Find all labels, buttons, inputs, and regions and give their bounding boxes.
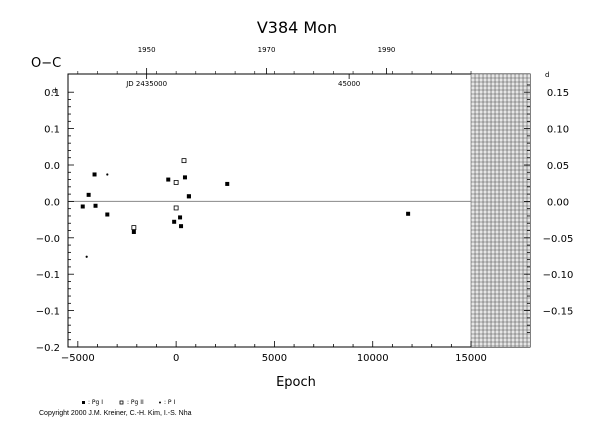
data-point-pg1	[225, 181, 230, 186]
data-point-p1	[85, 255, 88, 258]
y-left-tick-label: −0.1	[36, 270, 60, 281]
x-tick-label: 5000	[262, 353, 287, 364]
hatch-background	[471, 74, 530, 347]
top-year-label: 1990	[378, 46, 396, 54]
data-point-pg2	[131, 225, 137, 231]
x-tick-label: 15000	[455, 353, 487, 364]
data-point-pg1	[92, 172, 97, 177]
data-point-pg2	[181, 158, 187, 164]
y-right-tick-label: −0.10	[543, 270, 574, 281]
data-point-pg1	[186, 194, 191, 199]
data-point-pg1	[80, 204, 85, 209]
legend-label-pg1: : Pg I	[88, 399, 103, 406]
top-year-label: 1970	[258, 46, 276, 54]
top-year-label: 1950	[138, 46, 156, 54]
legend-label-pg2: : Pg II	[127, 399, 144, 406]
data-point-pg2	[173, 180, 179, 185]
y-axis-unit-left: d	[52, 87, 56, 95]
top-jd-label: 45000	[338, 80, 360, 88]
y-left-tick-label: 0.0	[44, 197, 60, 208]
y-right-tick-label: 0.05	[547, 161, 569, 172]
legend-marker-p1	[159, 401, 161, 404]
y-right-tick-label: −0.05	[543, 234, 574, 245]
legend-marker-pg1	[82, 401, 85, 404]
data-point-pg2	[173, 205, 179, 211]
data-point-pg1	[105, 212, 110, 217]
legend: : Pg I : Pg II : P I	[82, 399, 175, 406]
copyright-text: Copyright 2000 J.M. Kreiner, C.-H. Kim, …	[39, 410, 192, 417]
hatched-region	[470, 73, 530, 347]
y-left-tick-label: 0.1	[44, 125, 60, 136]
plot-frame	[67, 73, 531, 348]
data-point-pg1	[166, 177, 171, 182]
y-left-tick-label: −0.2	[36, 343, 60, 354]
data-point-pg1	[182, 175, 187, 180]
data-point-pg1	[131, 229, 136, 234]
x-tick-label: −5000	[61, 353, 95, 364]
data-point-p1	[106, 173, 109, 176]
legend-marker-pg2	[119, 400, 124, 405]
x-tick-label: 10000	[357, 353, 389, 364]
y-axis-label: O−C	[31, 56, 61, 71]
y-right-tick-label: 0.10	[547, 125, 569, 136]
y-left-tick-label: 0.1	[44, 88, 60, 99]
legend-label-p1: : P I	[164, 399, 175, 406]
data-point-pg1	[178, 215, 183, 220]
x-axis-label: Epoch	[276, 375, 316, 390]
x-tick-label: 0	[173, 353, 179, 364]
data-point-pg1	[93, 203, 98, 208]
data-point-pg1	[172, 219, 177, 224]
data-point-pg1	[406, 211, 411, 216]
y-left-tick-label: 0.0	[44, 161, 60, 172]
chart-title: V384 Mon	[257, 18, 337, 37]
data-point-pg1	[179, 224, 184, 229]
y-right-tick-label: −0.15	[543, 307, 574, 318]
y-right-tick-label: 0.00	[547, 197, 569, 208]
data-point-pg1	[86, 192, 91, 197]
top-jd-label: JD 2435000	[125, 80, 167, 88]
y-left-tick-label: −0.0	[36, 234, 60, 245]
y-right-tick-label: 0.15	[547, 88, 569, 99]
y-axis-unit-right: d	[545, 71, 549, 79]
y-left-tick-label: −0.1	[36, 307, 60, 318]
